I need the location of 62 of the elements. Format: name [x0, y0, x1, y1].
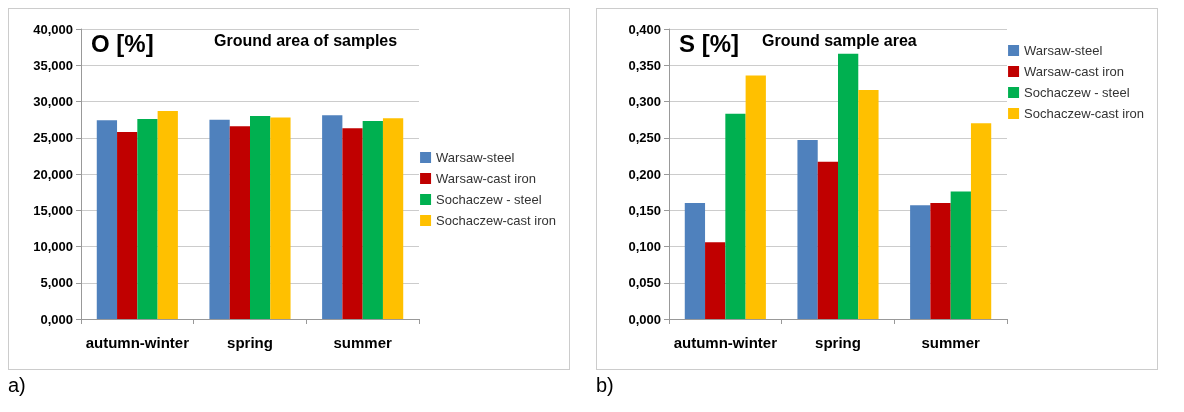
- y-tick-label: 10,000: [33, 239, 73, 254]
- legend-label: Warsaw-cast iron: [1024, 64, 1124, 79]
- chart-title: Ground sample area: [762, 31, 917, 49]
- bar: [209, 119, 230, 319]
- bar: [705, 242, 726, 319]
- y-tick-label: 0,400: [628, 21, 661, 37]
- y-tick-label: 30,000: [33, 94, 73, 109]
- x-tick-label: autumn-winter: [673, 334, 778, 351]
- y-tick-label: 0,050: [628, 275, 661, 291]
- y-tick-label: 0,350: [628, 57, 661, 73]
- y-tick-label: 20,000: [33, 166, 73, 182]
- y-tick-label: 15,000: [33, 202, 73, 218]
- legend-label: Warsaw-steel: [1024, 43, 1103, 58]
- bar: [817, 161, 838, 319]
- y-tick-label: 25,000: [33, 130, 73, 146]
- bar: [229, 126, 250, 319]
- bar: [270, 117, 291, 319]
- legend-label: Sochaczew - steel: [436, 192, 542, 207]
- bar: [382, 118, 404, 319]
- bar: [838, 53, 859, 319]
- legend-label: Warsaw-cast iron: [436, 171, 536, 186]
- bar: [250, 116, 271, 319]
- y-tick-label: 0,250: [628, 130, 661, 146]
- bar: [96, 120, 118, 319]
- legend-label: Sochaczew - steel: [1024, 85, 1130, 100]
- y-tick-label: 0,300: [628, 94, 661, 109]
- bar: [970, 123, 992, 319]
- bar: [797, 139, 818, 319]
- y-tick-label: 0,150: [628, 202, 661, 218]
- y-axis-title: O [%]: [91, 29, 154, 57]
- y-tick-label: 0,000: [40, 311, 73, 327]
- chart-title: Ground area of samples: [214, 31, 398, 49]
- bar: [684, 203, 706, 319]
- bar: [137, 118, 158, 319]
- legend-label: Sochaczew-cast iron: [436, 213, 557, 228]
- bar: [322, 115, 343, 319]
- bar: [157, 110, 178, 319]
- bar: [362, 121, 383, 319]
- y-tick-label: 0,200: [628, 166, 661, 182]
- y-tick-label: 35,000: [33, 57, 73, 73]
- x-tick-label: summer: [333, 334, 393, 351]
- text: b): [596, 374, 615, 397]
- bar: [745, 75, 766, 319]
- y-axis-title: S [%]: [679, 29, 739, 57]
- bar: [910, 205, 931, 319]
- y-tick-label: 5,000: [40, 275, 73, 291]
- text: a): [8, 374, 27, 397]
- x-tick-label: summer: [921, 334, 981, 351]
- bar: [342, 128, 363, 319]
- bar: [930, 203, 951, 319]
- y-tick-label: 0,100: [628, 239, 661, 254]
- bar: [858, 89, 879, 319]
- y-tick-label: 0,000: [628, 311, 661, 327]
- x-tick-label: spring: [227, 334, 273, 351]
- legend-label: Warsaw-steel: [436, 150, 515, 165]
- x-tick-label: spring: [815, 334, 861, 351]
- bar: [725, 113, 746, 319]
- bar: [117, 131, 138, 319]
- legend-label: Sochaczew-cast iron: [1024, 106, 1145, 121]
- y-tick-label: 40,000: [33, 21, 73, 37]
- x-tick-label: autumn-winter: [85, 334, 190, 351]
- bar: [950, 191, 971, 319]
